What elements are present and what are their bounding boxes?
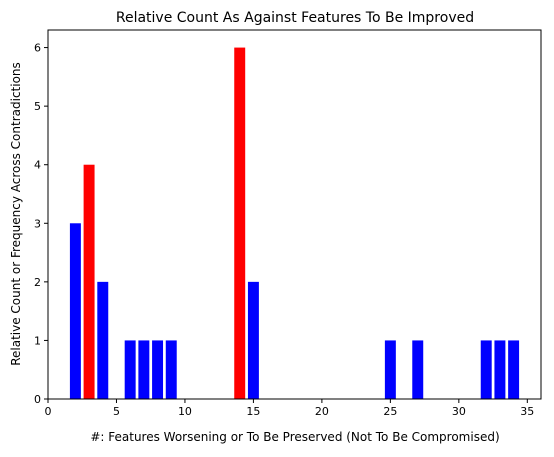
y-axis-ticks: 0 1 2 3 4 5 6	[34, 42, 48, 406]
x-tick-label: 35	[520, 405, 534, 418]
bar-8	[152, 340, 164, 399]
bar-3	[83, 164, 95, 399]
y-tick-label: 5	[34, 100, 41, 113]
y-axis-label: Relative Count or Frequency Across Contr…	[9, 62, 23, 366]
y-tick-label: 3	[34, 217, 41, 230]
bar-6	[124, 340, 136, 399]
y-tick-label: 2	[34, 276, 41, 289]
bar-32	[480, 340, 492, 399]
x-axis-ticks: 0 5 10 15 20 25 30 35	[45, 399, 534, 418]
y-tick-label: 1	[34, 334, 41, 347]
x-tick-label: 20	[315, 405, 329, 418]
bar-33	[494, 340, 506, 399]
x-tick-label: 25	[383, 405, 397, 418]
x-tick-label: 15	[246, 405, 260, 418]
bar-4	[97, 281, 109, 399]
y-tick-label: 4	[34, 159, 41, 172]
bar-25	[384, 340, 396, 399]
bar-7	[138, 340, 150, 399]
bar-15	[247, 281, 259, 399]
bar-9	[165, 340, 177, 399]
bar-14	[234, 47, 246, 399]
bar-2	[69, 223, 81, 399]
x-axis-label: #: Features Worsening or To Be Preserved…	[90, 430, 499, 444]
plot-frame	[47, 29, 542, 400]
chart-title: Relative Count As Against Features To Be…	[116, 10, 474, 26]
x-tick-label: 0	[45, 405, 52, 418]
y-tick-label: 6	[34, 42, 41, 55]
y-tick-label: 0	[34, 393, 41, 406]
x-tick-label: 30	[452, 405, 466, 418]
bar-34	[508, 340, 520, 399]
x-tick-label: 5	[113, 405, 120, 418]
bars-layer	[69, 47, 520, 399]
bar-27	[412, 340, 424, 399]
x-tick-label: 10	[178, 405, 192, 418]
